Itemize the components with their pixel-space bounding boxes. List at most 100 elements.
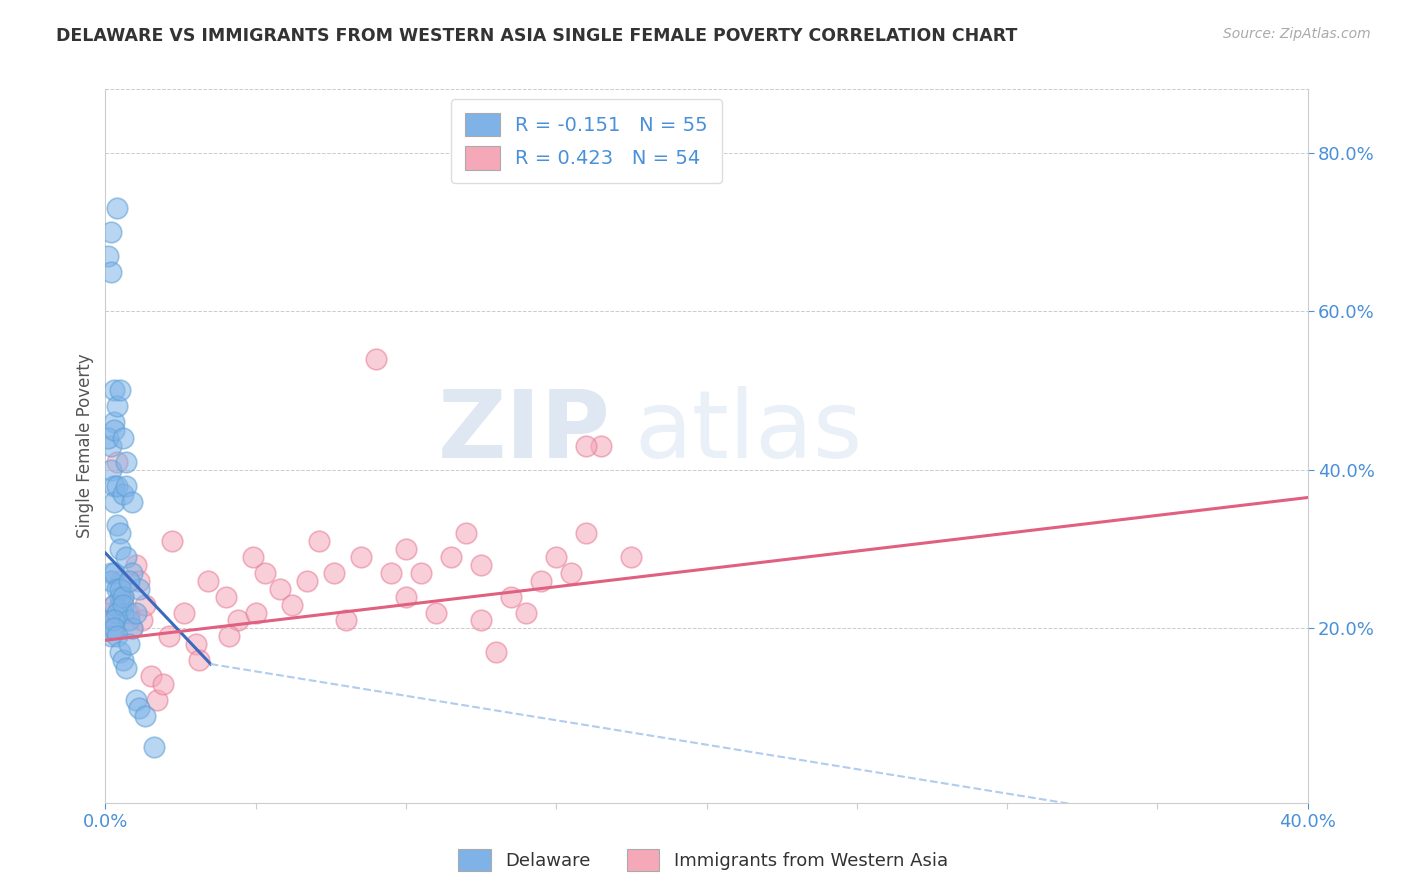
- Point: [103, 566, 125, 580]
- Legend: R = -0.151   N = 55, R = 0.423   N = 54: R = -0.151 N = 55, R = 0.423 N = 54: [451, 99, 721, 184]
- Point: [107, 400, 129, 414]
- Point: [110, 598, 132, 612]
- Point: [380, 566, 402, 580]
- Text: DELAWARE VS IMMIGRANTS FROM WESTERN ASIA SINGLE FEMALE POVERTY CORRELATION CHART: DELAWARE VS IMMIGRANTS FROM WESTERN ASIA…: [56, 27, 1018, 45]
- Point: [107, 582, 129, 596]
- Point: [214, 590, 236, 604]
- Point: [103, 415, 125, 429]
- Point: [110, 590, 132, 604]
- Point: [245, 606, 267, 620]
- Point: [350, 549, 373, 564]
- Point: [121, 621, 143, 635]
- Point: [121, 621, 143, 635]
- Point: [470, 614, 492, 628]
- Point: [110, 526, 132, 541]
- Point: [395, 590, 418, 604]
- Point: [97, 606, 120, 620]
- Point: [530, 574, 553, 588]
- Point: [440, 549, 463, 564]
- Point: [110, 574, 132, 588]
- Legend: Delaware, Immigrants from Western Asia: Delaware, Immigrants from Western Asia: [451, 842, 955, 879]
- Point: [100, 225, 122, 239]
- Text: atlas: atlas: [634, 385, 863, 478]
- Point: [515, 606, 537, 620]
- Point: [110, 582, 132, 596]
- Point: [118, 606, 141, 620]
- Point: [115, 661, 138, 675]
- Point: [103, 384, 125, 398]
- Point: [173, 606, 195, 620]
- Point: [409, 566, 432, 580]
- Point: [118, 574, 141, 588]
- Point: [591, 439, 613, 453]
- Point: [107, 455, 129, 469]
- Point: [157, 629, 180, 643]
- Point: [152, 677, 174, 691]
- Point: [295, 574, 318, 588]
- Point: [112, 606, 135, 620]
- Point: [115, 455, 138, 469]
- Point: [128, 700, 150, 714]
- Point: [322, 566, 344, 580]
- Point: [103, 614, 125, 628]
- Point: [112, 590, 135, 604]
- Point: [269, 582, 291, 596]
- Point: [226, 614, 249, 628]
- Point: [281, 598, 304, 612]
- Point: [308, 534, 330, 549]
- Point: [470, 558, 492, 572]
- Point: [134, 598, 156, 612]
- Point: [364, 351, 387, 366]
- Point: [100, 566, 122, 580]
- Point: [128, 582, 150, 596]
- Point: [103, 423, 125, 437]
- Point: [110, 645, 132, 659]
- Point: [187, 653, 209, 667]
- Point: [142, 740, 165, 755]
- Point: [546, 549, 568, 564]
- Point: [197, 574, 219, 588]
- Point: [128, 574, 150, 588]
- Point: [253, 566, 276, 580]
- Point: [112, 486, 135, 500]
- Text: ZIP: ZIP: [437, 385, 610, 478]
- Point: [100, 463, 122, 477]
- Point: [100, 629, 122, 643]
- Point: [335, 614, 357, 628]
- Point: [100, 621, 122, 635]
- Point: [107, 518, 129, 533]
- Point: [145, 692, 167, 706]
- Point: [100, 439, 122, 453]
- Point: [131, 614, 153, 628]
- Point: [103, 478, 125, 492]
- Point: [115, 549, 138, 564]
- Point: [110, 384, 132, 398]
- Point: [97, 249, 120, 263]
- Point: [160, 534, 183, 549]
- Point: [107, 629, 129, 643]
- Point: [121, 566, 143, 580]
- Point: [112, 590, 135, 604]
- Point: [121, 494, 143, 508]
- Point: [107, 606, 129, 620]
- Point: [107, 201, 129, 215]
- Point: [100, 614, 122, 628]
- Point: [112, 598, 135, 612]
- Point: [103, 621, 125, 635]
- Y-axis label: Single Female Poverty: Single Female Poverty: [76, 354, 94, 538]
- Point: [134, 708, 156, 723]
- Point: [112, 431, 135, 445]
- Point: [115, 478, 138, 492]
- Point: [107, 478, 129, 492]
- Point: [485, 645, 508, 659]
- Point: [454, 526, 477, 541]
- Point: [242, 549, 264, 564]
- Point: [620, 549, 643, 564]
- Text: Source: ZipAtlas.com: Source: ZipAtlas.com: [1223, 27, 1371, 41]
- Point: [124, 606, 146, 620]
- Point: [103, 494, 125, 508]
- Point: [395, 542, 418, 557]
- Point: [100, 264, 122, 278]
- Point: [575, 439, 598, 453]
- Point: [110, 542, 132, 557]
